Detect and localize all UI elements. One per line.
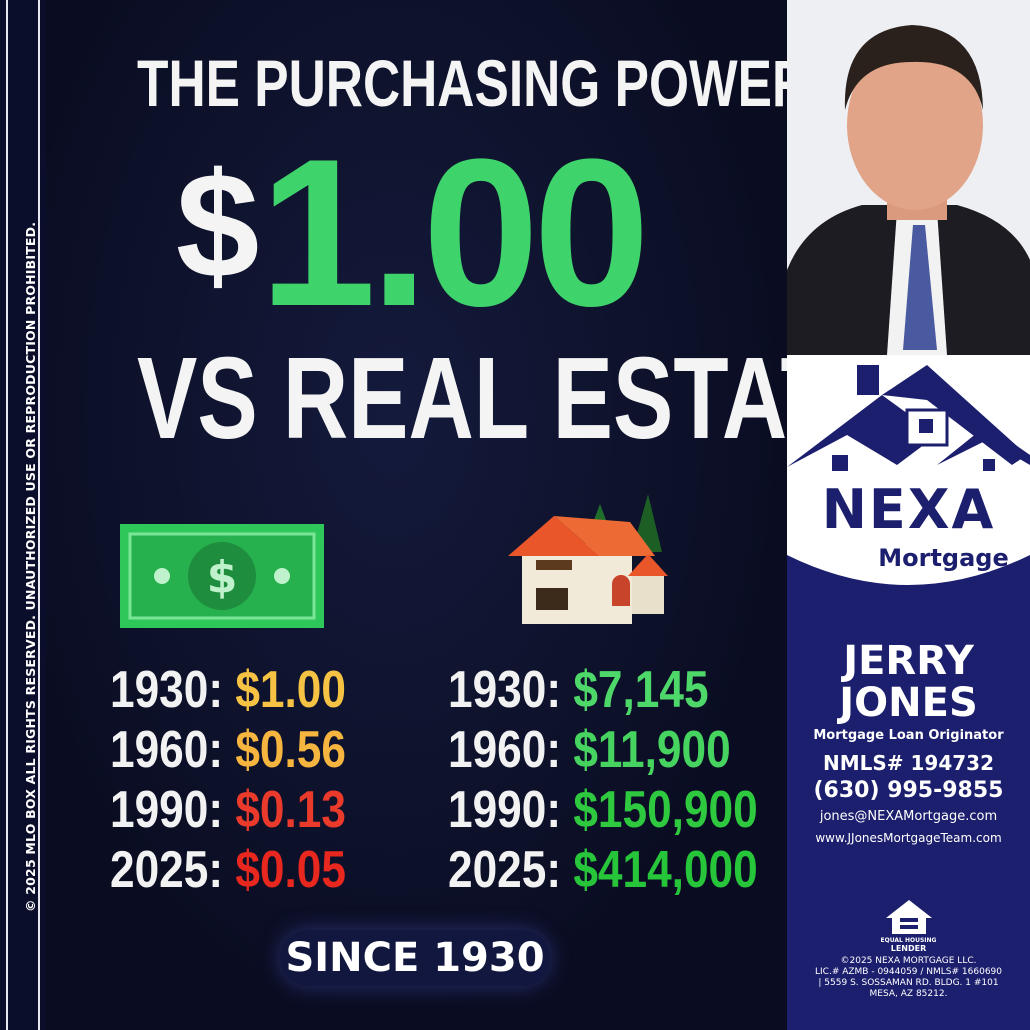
brand-name: NEXA (821, 478, 996, 541)
dollar-values-list: 1930: $1.00 1960: $0.56 1990: $0.13 2025: $… (110, 660, 388, 900)
value-row: 2025: $414,000 (448, 840, 758, 900)
legal-text: ©2025 NEXA MORTGAGE LLC. LIC.# AZMB - 094… (787, 956, 1030, 1000)
agent-title: Mortgage Loan Originator (813, 728, 1004, 743)
svg-text:$: $ (207, 552, 238, 603)
value-row: 1930: $7,145 (448, 660, 758, 720)
copyright-notice: © 2025 MLO BOX ALL RIGHTS RESERVED. UNAU… (23, 221, 38, 912)
dollar-sign: $ (175, 141, 260, 309)
value: $0.13 (235, 781, 346, 839)
ehl-line2: LENDER (890, 944, 927, 953)
year-label: 1960: (110, 721, 224, 779)
legal-line: | 5559 S. SOSSAMAN RD. BLDG. 1 #101 (818, 978, 999, 988)
divider (38, 0, 40, 1030)
side-strip: © 2025 MLO BOX ALL RIGHTS RESERVED. UNAU… (0, 0, 46, 1030)
year-label: 1960: (448, 721, 562, 779)
value-row: 2025: $0.05 (110, 840, 346, 900)
ehl-line1: EQUAL HOUSING (880, 937, 937, 944)
value: $1.00 (235, 661, 346, 719)
year-label: 1990: (448, 781, 562, 839)
headline-amount: $1.00 (40, 120, 780, 338)
equal-housing-icon (886, 900, 932, 934)
value: $150,900 (573, 781, 758, 839)
value-row: 1930: $1.00 (110, 660, 346, 720)
headline-line1: THE PURCHASING POWER OF (137, 46, 895, 120)
value: $414,000 (573, 841, 758, 899)
nexa-logo: NEXA Mortgage (787, 355, 1030, 595)
headline-line3: VS REAL ESTATE (137, 333, 897, 463)
agent-last-name: JONES (839, 680, 978, 726)
value: $0.56 (235, 721, 346, 779)
house-values-list: 1930: $7,145 1960: $11,900 1990: $150,900 2… (448, 660, 812, 900)
agent-email[interactable]: jones@NEXAMortgage.com (819, 809, 998, 824)
house-icon (508, 494, 668, 624)
value: $11,900 (573, 721, 731, 779)
year-label: 1930: (110, 661, 224, 719)
agent-nmls: NMLS# 194732 (822, 751, 994, 775)
ehl-label: EQUAL HOUSING LENDER (787, 937, 1030, 953)
agent-phone[interactable]: (630) 995-9855 (813, 778, 1004, 803)
year-label: 2025: (448, 841, 562, 899)
value-row: 1960: $11,900 (448, 720, 758, 780)
value: $7,145 (573, 661, 709, 719)
agent-first-name: JERRY (843, 638, 974, 684)
amount: 1.00 (259, 115, 650, 350)
infographic-panel: © 2025 MLO BOX ALL RIGHTS RESERVED. UNAU… (0, 0, 897, 1030)
agent-panel: NEXA Mortgage JERRY JONES Mortgage Loan … (787, 0, 1030, 1030)
value-row: 1990: $0.13 (110, 780, 346, 840)
value: $0.05 (235, 841, 346, 899)
value-row: 1960: $0.56 (110, 720, 346, 780)
legal-line: LIC.# AZMB - 0944059 / NMLS# 1660690 (815, 967, 1002, 977)
value-row: 1990: $150,900 (448, 780, 758, 840)
dollar-bill-icon: $ (120, 524, 324, 628)
legal-line: MESA, AZ 85212. (869, 989, 948, 999)
year-label: 2025: (110, 841, 224, 899)
brand-sub: Mortgage (878, 544, 1009, 572)
legal-line: ©2025 NEXA MORTGAGE LLC. (840, 956, 977, 966)
since-badge: SINCE 1930 (280, 930, 550, 986)
agent-website[interactable]: www.JJonesMortgageTeam.com (815, 831, 1002, 845)
divider (6, 0, 8, 1030)
year-label: 1930: (448, 661, 562, 719)
agent-photo (787, 0, 1030, 355)
year-label: 1990: (110, 781, 224, 839)
